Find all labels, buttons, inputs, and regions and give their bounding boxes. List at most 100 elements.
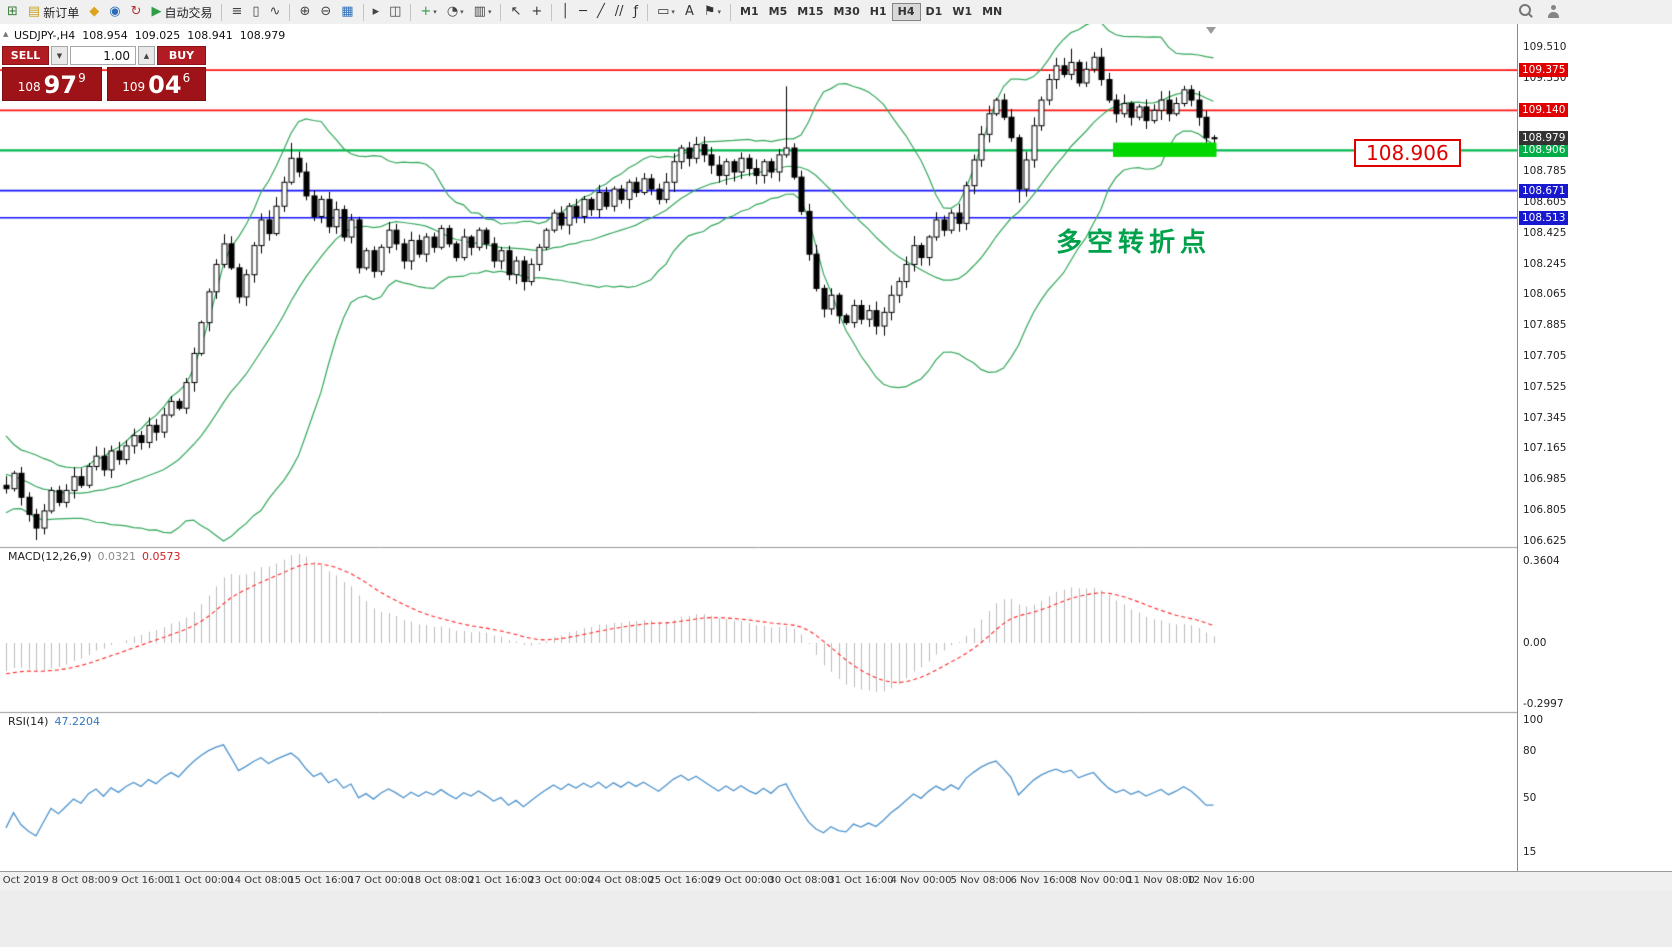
chart-shift-icon: ◫: [389, 4, 402, 19]
toolbar-buttons: ⊞ ▤ 新订单 ◆ ◉ ↻ ▶ 自动交易 ≡ ▯ ∿ ⊕ ⊖ ▦ ▸ ◫ + ▾ ◔ ▾ ▥ ▾ ↖ + │ ─ ╱//ƒ ▭ ▾ A ⚑ ▾…: [2, 0, 1007, 24]
time-label: 11 Nov 08:00: [1127, 875, 1195, 886]
trendline-button[interactable]: ╱: [593, 2, 609, 22]
toolbar-separator: [551, 3, 553, 21]
time-label: 8 Nov 00:00: [1070, 875, 1132, 886]
price-tag: 108.906: [1519, 143, 1569, 158]
timeframe-h1-button[interactable]: H1: [869, 5, 887, 18]
buy-button[interactable]: BUY: [157, 46, 206, 65]
search-icon[interactable]: [1519, 4, 1534, 19]
text-button[interactable]: A: [681, 2, 698, 22]
refresh-icon: ↻: [130, 4, 142, 19]
chart-window: 109.510109.330109.150108.970108.785108.6…: [0, 24, 1672, 891]
quote-high: 109.025: [134, 29, 181, 42]
zoom-in-button[interactable]: ⊕: [295, 2, 314, 22]
price-tag: 108.513: [1519, 210, 1569, 225]
timeframe-h4-button[interactable]: H4: [891, 3, 921, 21]
price-tag: 109.375: [1519, 63, 1569, 78]
data-window-button[interactable]: ◉: [105, 2, 124, 22]
volume-up-button[interactable]: ▲: [138, 46, 155, 65]
crosshair-button[interactable]: +: [527, 2, 546, 22]
volume-input[interactable]: 1.00: [70, 46, 136, 65]
price-tag: 108.979: [1519, 130, 1569, 145]
indicators-icon: +: [420, 4, 432, 19]
timeframe-m15-button[interactable]: M15: [797, 5, 824, 18]
timeframe-d1-button[interactable]: D1: [925, 5, 943, 18]
new-chart-button[interactable]: ⊞: [3, 2, 22, 22]
cursor-button[interactable]: ↖: [506, 2, 525, 22]
vertical-line-icon: │: [561, 4, 570, 19]
quote-close: 108.979: [239, 29, 286, 42]
axis-label: 80: [1523, 745, 1537, 758]
axis-label: 109.510: [1523, 41, 1567, 53]
symbol-period: USDJPY-,H4: [14, 29, 76, 42]
axis-label: 108.785: [1523, 165, 1567, 178]
vertical-line-button[interactable]: │: [557, 2, 573, 22]
time-label: 24 Oct 08:00: [588, 875, 654, 886]
toolbar: ⊞ ▤ 新订单 ◆ ◉ ↻ ▶ 自动交易 ≡ ▯ ∿ ⊕ ⊖ ▦ ▸ ◫ + ▾ ◔ ▾ ▥ ▾ ↖ + │ ─ ╱//ƒ ▭ ▾ A ⚑ ▾…: [0, 0, 1672, 25]
axis-label: 0.3604: [1523, 554, 1560, 567]
horizontal-line-icon: ─: [579, 4, 587, 19]
timeframe-w1-button[interactable]: W1: [952, 5, 973, 18]
time-label: 11 Oct 00:00: [168, 875, 234, 886]
axis-label: 107.165: [1523, 442, 1567, 455]
sell-button[interactable]: SELL: [2, 46, 49, 65]
fibonacci-button[interactable]: ƒ: [630, 2, 643, 22]
bar-chart-mode-button[interactable]: ≡: [227, 2, 246, 22]
macd-label: MACD(12,26,9) 0.0321 0.0573: [8, 550, 181, 563]
axis-label: -0.2997: [1523, 698, 1564, 710]
time-label: 8 Oct 08:00: [51, 875, 111, 886]
market-watch-button[interactable]: ◆: [85, 2, 103, 22]
arrows-button[interactable]: ⚑ ▾: [700, 2, 725, 22]
timeframe-mn-button[interactable]: MN: [982, 5, 1003, 18]
auto-scroll-button[interactable]: ▸: [369, 2, 384, 22]
price-label-object[interactable]: 108.906: [1354, 139, 1461, 167]
volume-down-button[interactable]: ▼: [51, 46, 68, 65]
line-chart-mode-icon: ∿: [269, 4, 281, 19]
toolbar-separator: [647, 3, 649, 21]
crosshair-icon: +: [531, 4, 543, 19]
chevron-down-icon: ▾: [433, 8, 437, 16]
auto-trading-button[interactable]: ▶ 自动交易: [147, 2, 216, 22]
community-icon[interactable]: [1546, 4, 1561, 19]
candlestick-chart[interactable]: [0, 24, 1517, 871]
chevron-down-icon: ▾: [671, 8, 675, 16]
data-window-icon: ◉: [109, 4, 121, 19]
candlestick-mode-button[interactable]: ▯: [248, 2, 263, 22]
new-order-button[interactable]: ▤ 新订单: [24, 2, 83, 22]
shapes-button[interactable]: ▭ ▾: [653, 2, 679, 22]
new-order-label: 新订单: [43, 5, 80, 20]
buy-price-panel[interactable]: 109 04 6: [106, 67, 206, 101]
rsi-label: RSI(14) 47.2204: [8, 715, 100, 728]
sell-price-panel[interactable]: 108 97 9: [2, 67, 102, 101]
annotation-text-object[interactable]: 多空转折点: [1056, 228, 1212, 258]
cursor-icon: ↖: [510, 4, 522, 19]
shapes-icon: ▭: [657, 4, 670, 19]
axis-label: 107.885: [1523, 319, 1567, 332]
chart-shift-button[interactable]: ◫: [385, 2, 405, 22]
timeframe-m1-button[interactable]: M1: [740, 5, 759, 18]
rsi-name: RSI(14): [8, 715, 49, 728]
toolbar-separator: [410, 3, 412, 21]
templates-icon: ▥: [473, 4, 486, 19]
timeframe-m30-button[interactable]: M30: [833, 5, 860, 18]
horizontal-line-button[interactable]: ─: [575, 2, 591, 22]
toolbar-separator: [221, 3, 223, 21]
toolbar-right: [1519, 4, 1561, 19]
trendline-icon: ╱: [596, 4, 605, 19]
refresh-button[interactable]: ↻: [127, 2, 146, 22]
axis-label: 106.625: [1523, 534, 1567, 547]
collapse-panel-icon[interactable]: ▲: [3, 30, 9, 38]
periods-icon: ◔: [446, 4, 459, 19]
indicators-button[interactable]: + ▾: [416, 2, 440, 22]
chart-shift-marker[interactable]: [1206, 27, 1216, 34]
zoom-out-button[interactable]: ⊖: [316, 2, 335, 22]
tile-windows-button[interactable]: ▦: [337, 2, 357, 22]
templates-button[interactable]: ▥ ▾: [470, 2, 496, 22]
periods-button[interactable]: ◔ ▾: [443, 2, 468, 22]
bar-chart-mode-icon: ≡: [231, 4, 243, 19]
timeframe-m5-button[interactable]: M5: [768, 5, 788, 18]
line-chart-mode-button[interactable]: ∿: [266, 2, 285, 22]
equidistant-channel-button[interactable]: //: [611, 2, 628, 22]
